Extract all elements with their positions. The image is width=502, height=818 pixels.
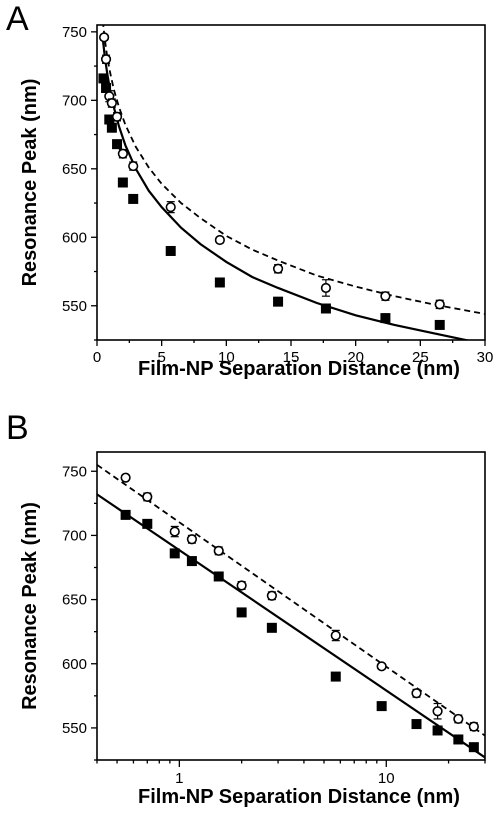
- panel-b-x-tick-label: 1: [175, 770, 183, 787]
- panel-a-x-tick-label: 20: [347, 349, 364, 366]
- panel-a-y-tick-label: 600: [62, 229, 87, 246]
- panel-a-open-circle-point: [165, 202, 176, 213]
- panel-a-open-circle-point: [106, 97, 117, 109]
- panel-a-x-axis-label: Film-NP Separation Distance (nm): [138, 358, 460, 380]
- panel-b-fit-lines: [97, 464, 485, 759]
- panel-a-open-circle-point: [272, 263, 284, 274]
- panel-b-filled-square-point: [142, 518, 153, 529]
- panel-b-axes-frame: [96, 451, 486, 761]
- panel-b-filled-square-point: [376, 701, 387, 712]
- panel-a-fit-line-open-circles: [102, 25, 485, 315]
- panel-a-y-tick-label: 650: [62, 161, 87, 178]
- panel-a-x-tick-label: 0: [93, 349, 101, 366]
- panel-a-open-circle-point: [214, 234, 225, 246]
- panel-b-open-circle-point: [236, 580, 247, 591]
- panel-b-open-circle-point: [453, 713, 464, 725]
- panel-b-open-circle-point: [169, 526, 180, 537]
- panel-a-x-tick-label: 30: [477, 349, 494, 366]
- panel-b-y-tick-label: 750: [62, 463, 87, 480]
- panel-b-y-tick-label: 550: [62, 720, 87, 737]
- panel-a-y-tick-label: 750: [62, 24, 87, 41]
- panel-a-open-circle-point: [380, 291, 391, 302]
- panel-b-open-circle-point: [213, 545, 224, 556]
- panel-a-filled-square-point: [434, 319, 445, 330]
- panel-a-filled-square-point: [98, 73, 109, 84]
- panel-b-y-tick-label: 600: [62, 656, 87, 673]
- panel-b-filled-square-point: [186, 556, 197, 567]
- panel-a-open-circle-point: [99, 32, 110, 43]
- panel-a-filled-square-point: [165, 245, 176, 256]
- panel-b-x-tick-label: 10: [378, 770, 395, 787]
- panel-a-x-tick-label: 15: [283, 349, 300, 366]
- panel-a-x-tick-label: 5: [157, 349, 165, 366]
- panel-a-axes-frame: [96, 24, 486, 341]
- panel-b-open-circle-point: [411, 688, 422, 699]
- panel-b-filled-square-point: [432, 725, 443, 736]
- panel-b-x-axis-label: Film-NP Separation Distance (nm): [138, 786, 460, 808]
- panel-b-y-tick-label: 650: [62, 592, 87, 609]
- panel-a-filled-square-point: [106, 122, 117, 133]
- panel-b-open-circle-point: [376, 661, 387, 672]
- panel-b-filled-square-point: [266, 622, 277, 633]
- panel-a-open-circle-point: [111, 111, 123, 122]
- panel-b-open-circle-point: [330, 630, 341, 641]
- panel-a-ticks: 550 600 650 700 750 0 5 10 15 20 25 30: [62, 24, 493, 366]
- panel-b-filled-square-point: [169, 548, 180, 559]
- panel-a-data-points: [98, 32, 445, 330]
- panel-a-filled-square-point: [112, 139, 123, 150]
- panel-b-filled-square-point: [120, 509, 131, 520]
- panel-a-open-circle-point: [320, 282, 332, 294]
- panel-a-open-circle-point: [128, 160, 139, 172]
- panel-b-open-circle-point: [266, 590, 277, 601]
- panel-a-filled-square-point: [117, 177, 128, 188]
- panel-a-fit-lines: [101, 25, 485, 340]
- panel-b-y-axis-label: Resonance Peak (nm): [19, 502, 41, 710]
- panel-a-y-axis-label: Resonance Peak (nm): [19, 79, 41, 287]
- panel-b-open-circle-point: [432, 706, 443, 717]
- panel-b-filled-square-point: [236, 607, 247, 618]
- panel-b-filled-square-point: [468, 742, 479, 753]
- panel-a-open-circle-point: [117, 148, 128, 159]
- panel-a-open-circle-point: [100, 54, 112, 65]
- panel-b-open-circle-point: [468, 721, 479, 732]
- panel-b-open-circle-point: [142, 491, 153, 503]
- panel-b-open-circle-point: [120, 472, 131, 483]
- panel-a-y-tick-label: 700: [62, 92, 87, 109]
- panel-b-open-circle-point: [186, 534, 198, 545]
- panel-b-fit-line-filled-squares: [97, 493, 485, 759]
- panel-a-open-circle-point: [434, 299, 445, 310]
- panel-b-filled-square-point: [213, 571, 224, 582]
- panel-b-chart: 550 600 650 700 750 1 10 Resonance Peak (nm) F…: [19, 451, 486, 808]
- panel-a-filled-square-point: [380, 313, 391, 324]
- panel-a-letter: A: [6, 0, 29, 38]
- panel-a-x-tick-label: 25: [412, 349, 429, 366]
- panel-b-filled-square-point: [330, 671, 341, 682]
- panel-b-y-tick-label: 700: [62, 527, 87, 544]
- panel-b-ticks: 550 600 650 700 750 1 10: [62, 463, 486, 787]
- panel-b-fit-line-open-circles: [97, 464, 485, 737]
- panel-b-letter: B: [6, 409, 29, 447]
- panel-b-filled-square-point: [453, 734, 464, 745]
- panel-a-filled-square-point: [128, 193, 139, 204]
- panel-b-filled-square-point: [411, 719, 422, 730]
- panel-a-filled-square-point: [320, 303, 331, 314]
- panel-a-y-tick-label: 550: [62, 298, 87, 315]
- panel-a-filled-square-point: [273, 296, 284, 307]
- panel-a-x-tick-label: 10: [218, 349, 235, 366]
- panel-b-data-points: [120, 472, 479, 753]
- panel-a-fit-line-filled-squares: [101, 38, 471, 340]
- panel-a-filled-square-point: [214, 277, 225, 288]
- panel-a-chart: 550 600 650 700 750 0 5 10 15 20 25 30 Resonance Pe…: [19, 24, 493, 380]
